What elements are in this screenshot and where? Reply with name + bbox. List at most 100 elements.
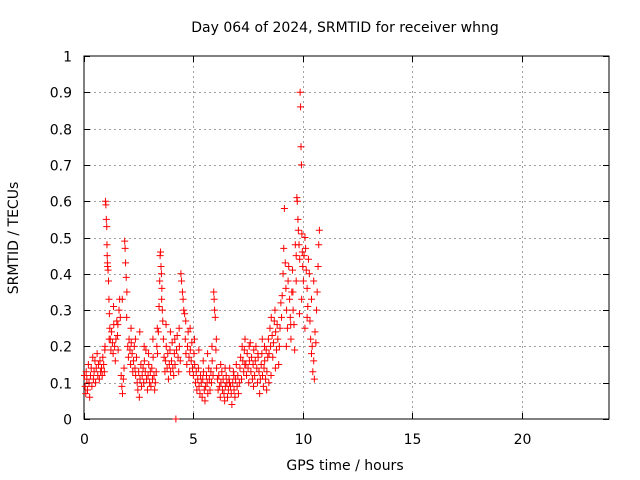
x-tick-label: 0 [80,432,89,448]
data-point [288,266,296,274]
data-point [171,361,179,369]
data-point [154,328,162,336]
data-point [170,371,178,379]
data-point [98,371,106,379]
data-point [306,317,314,325]
data-point [298,295,306,303]
data-point [222,371,230,379]
data-point [204,390,212,398]
data-point [300,252,308,260]
data-point [191,361,199,369]
y-axis-label: SRMTID / TECUs [6,182,22,295]
data-point [269,353,277,361]
data-point [291,346,299,354]
data-point [183,342,191,350]
data-point [142,346,150,354]
data-point [279,270,287,278]
data-point [239,357,247,365]
data-point [184,328,192,336]
data-point [312,339,320,347]
data-point [82,368,90,376]
data-point [188,339,196,347]
data-point [274,335,282,343]
data-point [158,306,166,314]
data-point [166,328,174,336]
data-point [113,332,121,340]
data-point [284,277,292,285]
data-point [249,361,257,369]
data-point [230,371,238,379]
data-point [278,292,286,300]
data-point [148,364,156,372]
data-point [278,313,286,321]
data-point [177,270,185,278]
data-point [262,346,270,354]
data-point [138,382,146,390]
data-point [151,379,159,387]
data-point [298,230,306,238]
data-point [273,321,281,329]
data-point [253,379,261,387]
chart-title: Day 064 of 2024, SRMTID for receiver whn… [191,20,499,36]
data-point [309,368,317,376]
data-point [221,364,229,372]
data-point [253,364,261,372]
data-point [157,248,165,256]
data-point [133,353,140,361]
data-point [105,277,112,285]
data-point [133,379,141,387]
data-point [127,339,135,347]
data-point [193,386,201,394]
data-point [208,357,216,365]
data-point [266,324,274,332]
data-point [99,353,107,361]
data-point [132,371,140,379]
data-point [162,342,170,350]
data-point [96,357,104,365]
y-axis-ticks: 0 0.1 0.2 0.3 0.4 0.5 0.6 0.7 0.8 0.9 1 [50,50,609,429]
data-point [248,375,256,383]
data-point [245,342,253,350]
data-point [246,339,254,347]
data-point [118,382,126,390]
data-point [173,332,181,340]
data-point [145,350,153,358]
data-point [131,364,139,372]
data-point [294,226,302,234]
data-point [114,346,122,354]
data-point [212,346,220,354]
data-point [302,266,310,274]
data-point [283,306,291,314]
data-point [217,379,225,387]
data-point [298,248,306,256]
data-point [301,324,309,332]
data-point [265,379,273,387]
y-tick-label: 0.9 [50,86,72,102]
data-point [265,350,273,358]
x-axis-label: GPS time / hours [286,458,403,474]
data-point [303,284,311,292]
data-point [149,353,157,361]
data-point [289,288,297,296]
data-point [92,379,100,387]
data-point [251,371,259,379]
x-tick-label: 15 [404,432,422,448]
data-point [111,342,119,350]
data-point [196,390,204,398]
data-point [292,252,300,260]
data-point [83,375,91,383]
data-point [254,350,262,358]
data-point [234,390,242,398]
data-point [164,350,172,358]
data-point [135,393,143,401]
y-tick-label: 0.5 [50,232,72,248]
data-point [280,204,288,212]
data-point [251,357,259,365]
data-point [219,375,227,383]
data-point [263,386,271,394]
data-point [182,317,190,325]
data-point [148,375,156,383]
data-point [261,357,269,365]
data-point [101,346,109,354]
data-point [159,317,167,325]
